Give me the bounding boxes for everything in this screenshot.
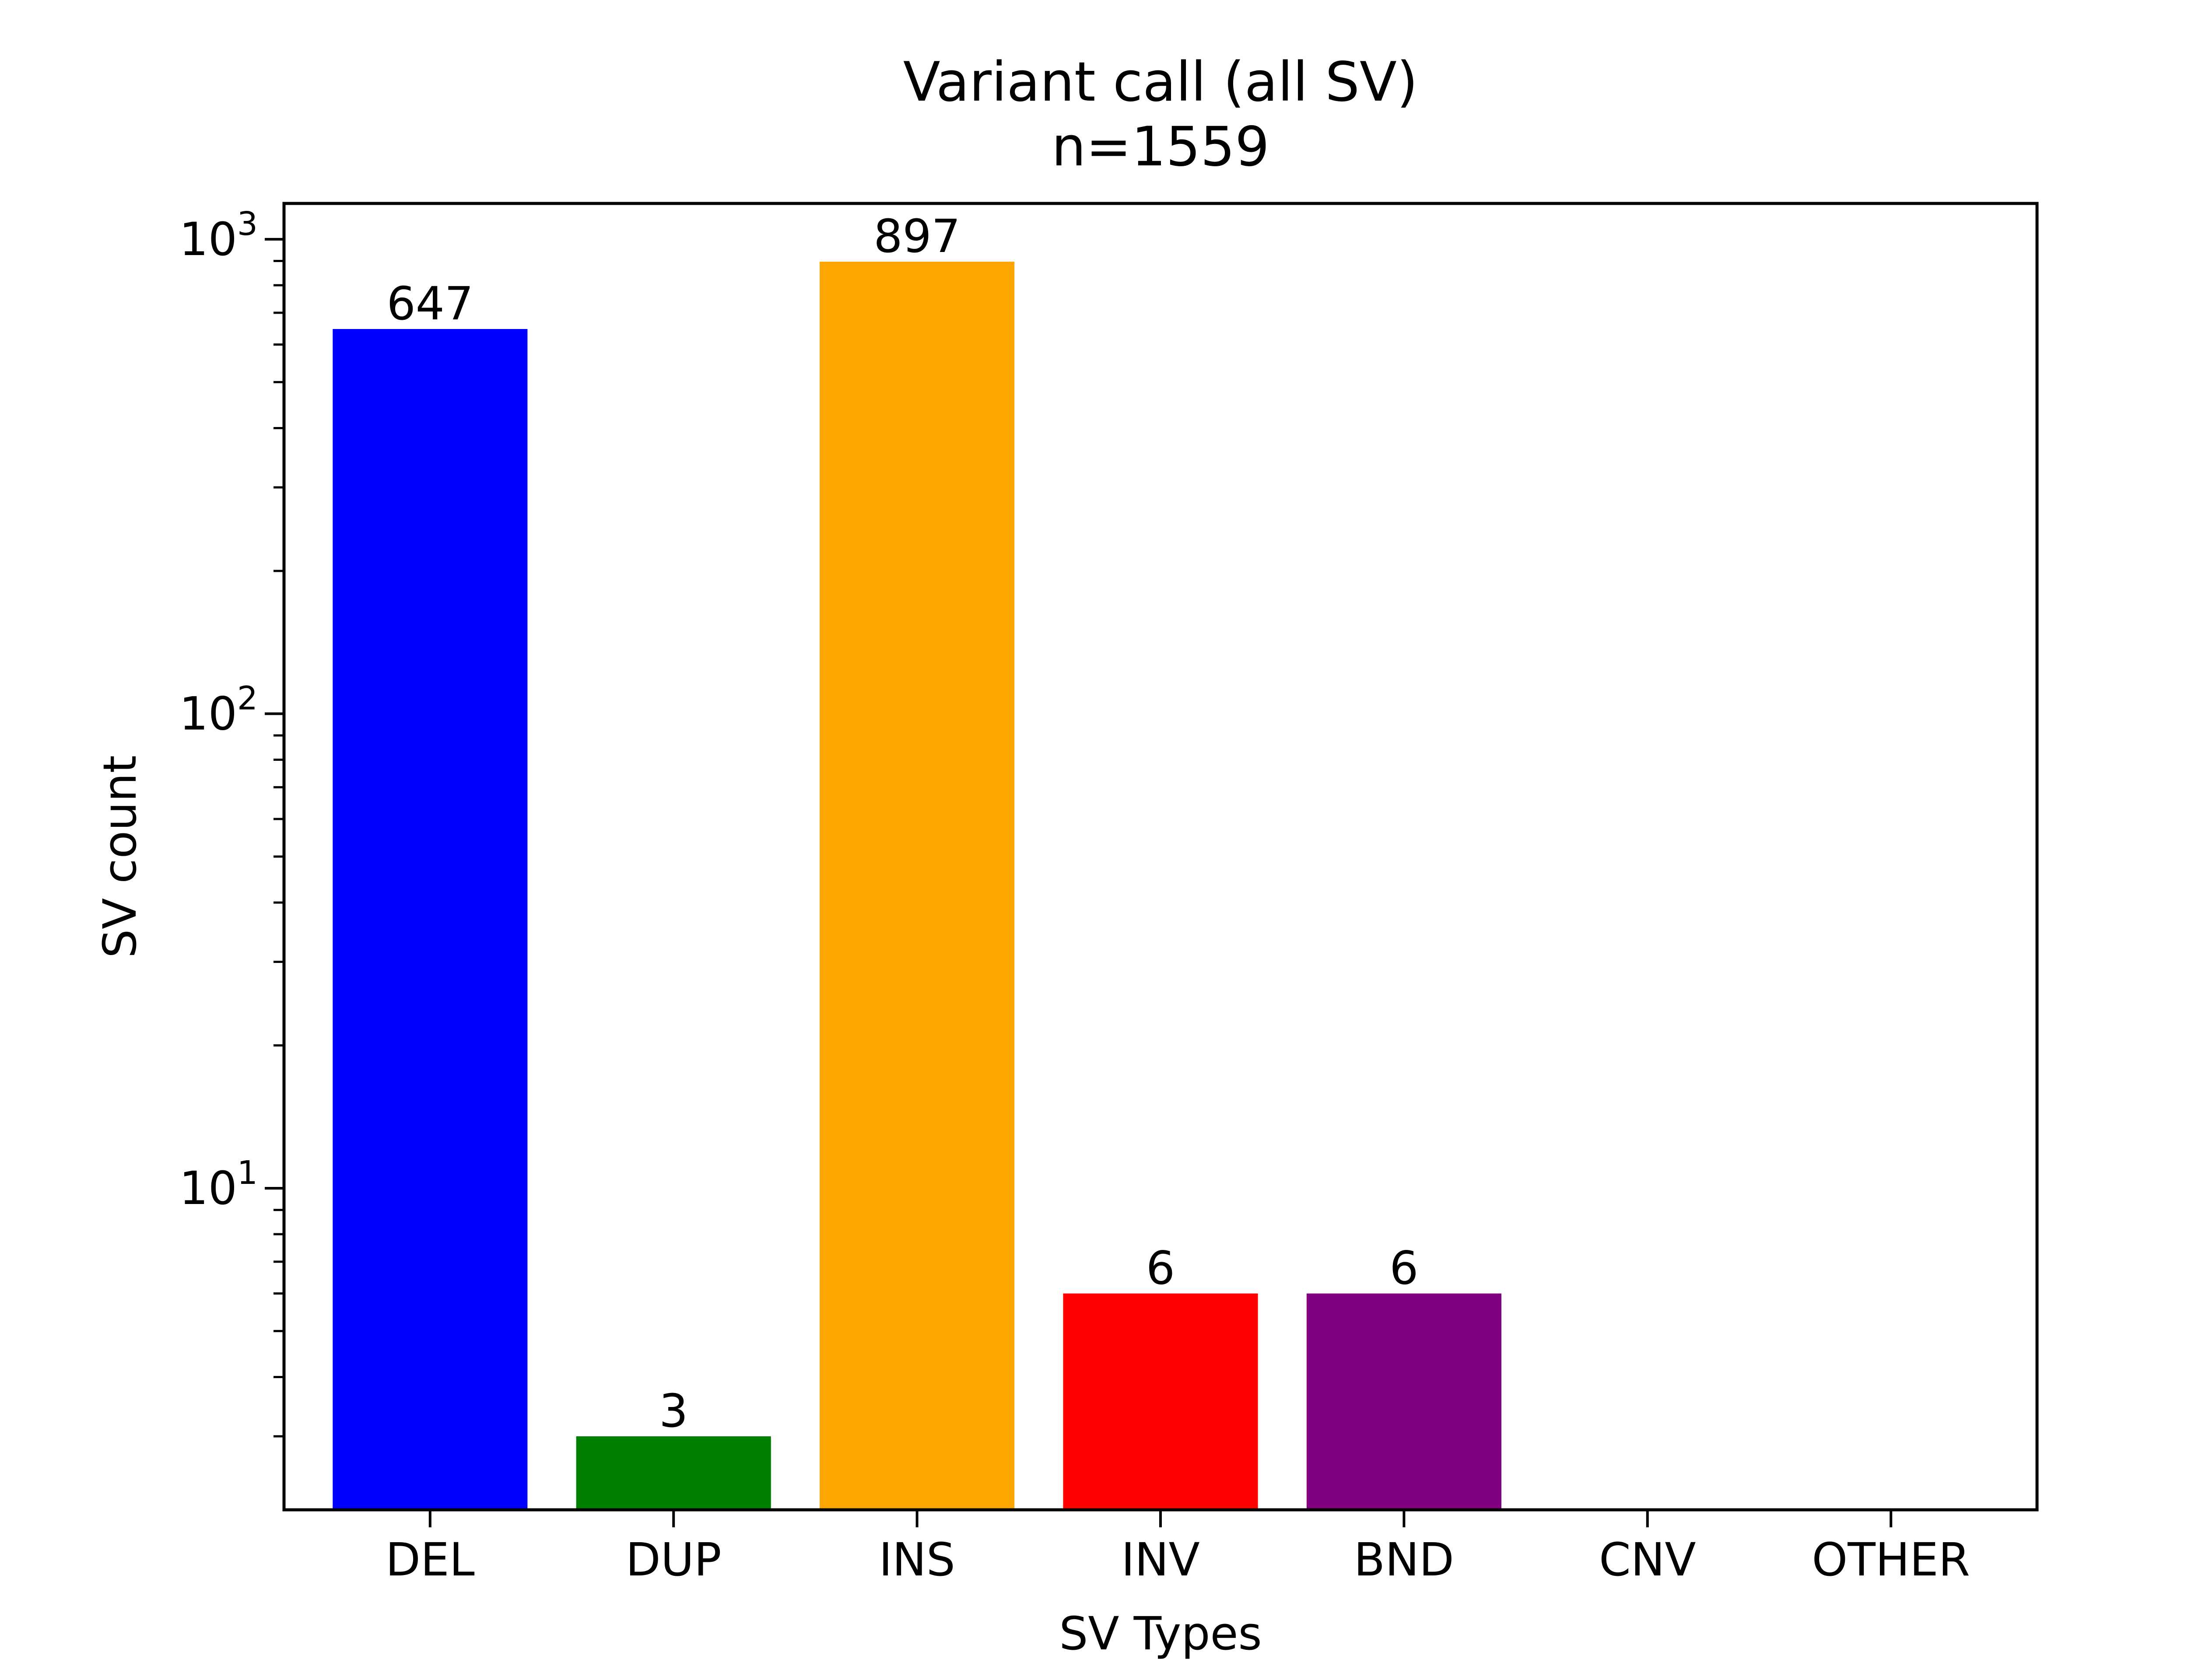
plot-frame bbox=[282, 202, 2039, 1512]
data-labels-layer: 647 3 897 6 6 bbox=[387, 210, 1419, 1438]
y-axis-label: SV count bbox=[93, 755, 147, 958]
x-tick-label-inv: INV bbox=[1121, 1533, 1200, 1586]
data-label-bnd: 6 bbox=[1389, 1242, 1418, 1295]
chart-title: Variant call (all SV) bbox=[903, 51, 1418, 114]
x-tick-label-bnd: BND bbox=[1354, 1533, 1454, 1586]
y-tick-label: 102 bbox=[179, 679, 258, 740]
y-tick-label: 103 bbox=[179, 205, 258, 266]
data-label-del: 647 bbox=[387, 277, 474, 330]
bar-dup bbox=[576, 1436, 771, 1510]
data-label-ins: 897 bbox=[873, 210, 961, 263]
data-label-inv: 6 bbox=[1146, 1242, 1175, 1295]
chart-subtitle: n=1559 bbox=[1052, 116, 1269, 178]
x-tick-label-ins: INS bbox=[879, 1533, 955, 1586]
x-axis-label: SV Types bbox=[1059, 1607, 1262, 1660]
bar-del bbox=[333, 329, 528, 1510]
bar-ins bbox=[820, 262, 1015, 1510]
x-tick-label-del: DEL bbox=[386, 1533, 475, 1586]
bars-layer bbox=[333, 262, 1501, 1510]
bar-inv bbox=[1063, 1293, 1258, 1510]
data-label-dup: 3 bbox=[659, 1384, 688, 1438]
y-tick-label: 101 bbox=[179, 1154, 258, 1215]
x-axis: DEL DUP INS INV BND CNV OTHER bbox=[386, 1510, 1970, 1586]
x-tick-label-cnv: CNV bbox=[1599, 1533, 1696, 1586]
bar-bnd bbox=[1306, 1293, 1501, 1510]
x-tick-label-dup: DUP bbox=[626, 1533, 722, 1586]
x-tick-label-other: OTHER bbox=[1812, 1533, 1970, 1586]
y-axis: 101 102 103 bbox=[179, 205, 284, 1438]
